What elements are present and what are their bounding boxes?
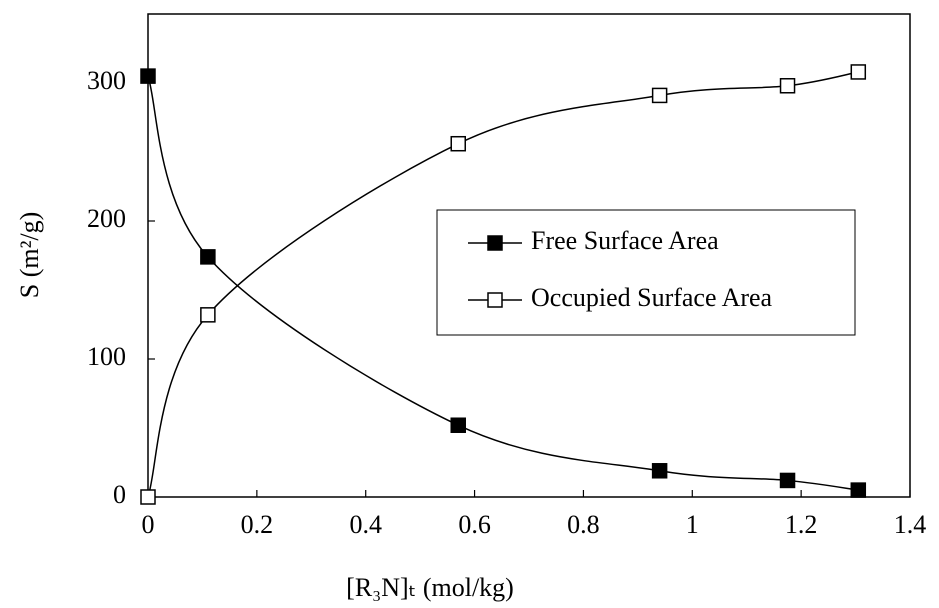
y-tick-label: 100	[87, 342, 126, 371]
x-tick-label: 1	[686, 510, 699, 539]
series-line	[147, 71, 859, 498]
x-axis-label: [R₃N]ₜ (mol/kg)	[346, 573, 514, 602]
point	[450, 417, 466, 433]
legend-label: Occupied Surface Area	[531, 283, 773, 312]
x-tick-label: 1.2	[785, 510, 818, 539]
x-tick-label: 0.2	[241, 510, 274, 539]
y-axis-label: S (m²/g)	[15, 212, 44, 299]
plot-frame	[147, 13, 911, 498]
y-tick-label: 200	[87, 204, 126, 233]
x-tick-label: 0.6	[458, 510, 491, 539]
x-tick-label: 0	[142, 510, 155, 539]
x-tick-label: 1.4	[894, 510, 927, 539]
point	[140, 68, 156, 84]
point	[651, 463, 668, 479]
point	[779, 78, 796, 94]
legend-marker	[487, 235, 503, 251]
legend-marker	[487, 292, 503, 308]
series-line	[147, 75, 859, 491]
x-tick-label: 0.4	[349, 510, 382, 539]
point	[200, 249, 216, 265]
legend-box	[436, 209, 856, 336]
point	[850, 482, 867, 498]
point	[651, 87, 668, 104]
legend-label: Free Surface Area	[531, 226, 719, 255]
point	[779, 472, 796, 489]
y-tick-label: 300	[87, 66, 126, 95]
point	[450, 135, 466, 152]
y-tick-label: 0	[113, 480, 126, 509]
x-tick-label: 0.8	[567, 510, 600, 539]
point	[850, 64, 867, 80]
point	[200, 307, 216, 323]
point	[140, 489, 156, 505]
